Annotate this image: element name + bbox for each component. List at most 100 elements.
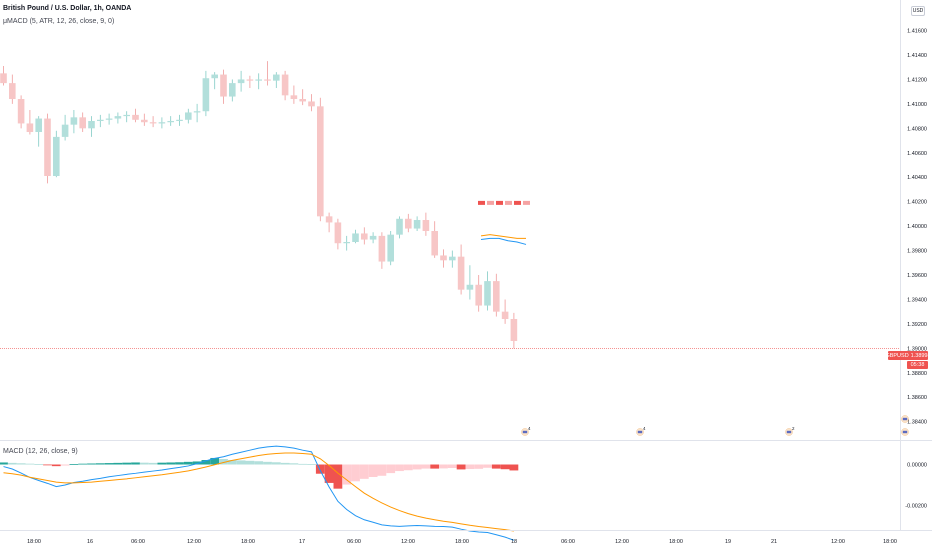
time-tick-label: 18:00	[241, 539, 255, 545]
current-price-tag: GBPUSD 1.38998	[885, 351, 931, 360]
candle-body	[105, 118, 113, 120]
macd-histogram-bar	[122, 462, 132, 465]
macd-legend[interactable]: MACD (12, 26, close, 9)	[3, 448, 78, 455]
candle-body	[88, 121, 95, 129]
time-tick-label: 12:00	[401, 539, 415, 545]
price-tick-label: 1.40200	[907, 200, 927, 206]
event-count-label: 4	[643, 426, 646, 431]
candle-body	[26, 123, 34, 132]
candle-body	[475, 284, 482, 306]
price-tick-label: 1.38400	[907, 420, 927, 426]
macd-layer	[0, 445, 519, 541]
price-tick-label: 1.40600	[907, 151, 927, 157]
macd-histogram-bar	[183, 461, 193, 465]
price-tick-label: 1.39800	[907, 249, 927, 255]
candle-body	[361, 233, 368, 240]
candle-body	[185, 112, 192, 120]
candle-body	[176, 119, 183, 121]
candle-body	[220, 74, 227, 97]
event-count-label: 2	[792, 426, 795, 431]
time-tick-label: 06:00	[561, 539, 575, 545]
currency-selector[interactable]: USD	[911, 6, 925, 16]
macd-histogram-bar	[60, 464, 70, 466]
candle-body	[246, 79, 254, 81]
candle-body	[334, 222, 342, 244]
candle-body	[97, 119, 104, 121]
price-tick-label: 1.39000	[907, 346, 927, 352]
candle-body	[405, 218, 412, 229]
candle-body	[141, 119, 148, 123]
price-tick-label: 1.40400	[907, 175, 927, 181]
candle-layer	[0, 61, 900, 349]
projection-marker	[505, 200, 512, 205]
macd-histogram-bar	[298, 463, 308, 465]
price-tick-label: 1.40800	[907, 126, 927, 132]
candle-body	[299, 99, 306, 102]
indicator-legend[interactable]: μMACD (5, ATR, 12, 26, close, 9, 0)	[3, 18, 115, 25]
candle-body	[211, 74, 218, 79]
time-tick-label: 18:00	[27, 539, 41, 545]
macd-histogram-bar	[491, 464, 501, 469]
macd-histogram-bar	[166, 462, 176, 465]
candle-body	[308, 101, 315, 107]
macd-histogram-bar	[236, 460, 246, 465]
macd-histogram-bar	[113, 462, 123, 465]
candle-body	[53, 136, 60, 176]
price-tick-label: 1.41600	[907, 29, 927, 35]
macd-histogram-bar	[148, 462, 158, 465]
macd-histogram-bar	[34, 464, 44, 465]
price-tick-label: 1.39200	[907, 322, 927, 328]
candle-body	[325, 216, 333, 223]
macd-histogram-bar	[430, 464, 440, 469]
signal-line	[3, 452, 514, 532]
macd-histogram-bar	[307, 464, 316, 465]
price-tick-label: 1.41200	[907, 77, 927, 83]
macd-histogram-bar	[412, 464, 422, 470]
event-flag-stripe	[902, 430, 908, 434]
event-flag-stripe	[902, 417, 908, 421]
candle-body	[193, 111, 201, 113]
projection-macd-line	[480, 237, 527, 245]
price-tag-value: 1.38998	[910, 352, 931, 359]
symbol-title[interactable]: British Pound / U.S. Dollar, 1h, OANDA	[3, 5, 132, 12]
price-axis: 1.41600 1.41400 1.41200 1.41000 1.40800 1.406…	[907, 29, 927, 426]
macd-histogram-bar	[69, 464, 79, 465]
time-tick-label: 18:00	[669, 539, 683, 545]
time-tick-label: 12:00	[615, 539, 629, 545]
macd-histogram-bar	[439, 464, 448, 469]
macd-histogram-bar	[210, 457, 220, 465]
macd-histogram-bar	[219, 458, 228, 465]
candle-body	[510, 319, 518, 341]
candle-body	[9, 83, 16, 99]
macd-histogram-bar	[342, 464, 352, 485]
macd-tick-label: 0.00000	[907, 463, 927, 469]
candle-body	[387, 234, 394, 262]
price-tag-symbol: GBPUSD	[885, 352, 909, 359]
candle-body	[264, 79, 271, 81]
countdown-tag: 05:38	[907, 361, 928, 369]
candle-body	[79, 117, 86, 129]
candle-body	[484, 281, 491, 306]
macd-histogram-bar	[280, 462, 290, 465]
projection-marker	[523, 200, 530, 205]
macd-histogram-bar	[254, 461, 264, 465]
macd-histogram-bar	[509, 464, 519, 471]
macd-histogram-bar	[227, 460, 237, 465]
candle-body	[378, 235, 386, 262]
macd-histogram-bar	[333, 464, 343, 489]
time-tick-label: 18:00	[455, 539, 469, 545]
macd-histogram-bar	[25, 463, 35, 465]
macd-histogram-bar	[87, 463, 96, 465]
macd-histogram-bar	[175, 462, 184, 465]
time-tick-label: 12:00	[187, 539, 201, 545]
candle-body	[457, 256, 465, 290]
time-tick-label: 17	[299, 539, 305, 545]
macd-histogram-bar	[465, 464, 475, 470]
candle-body	[44, 118, 51, 176]
projection-marker	[487, 200, 494, 205]
time-tick-label: 12:00	[831, 539, 845, 545]
candle-body	[501, 311, 509, 319]
macd-histogram-bar	[201, 460, 211, 465]
candle-body	[413, 220, 421, 229]
